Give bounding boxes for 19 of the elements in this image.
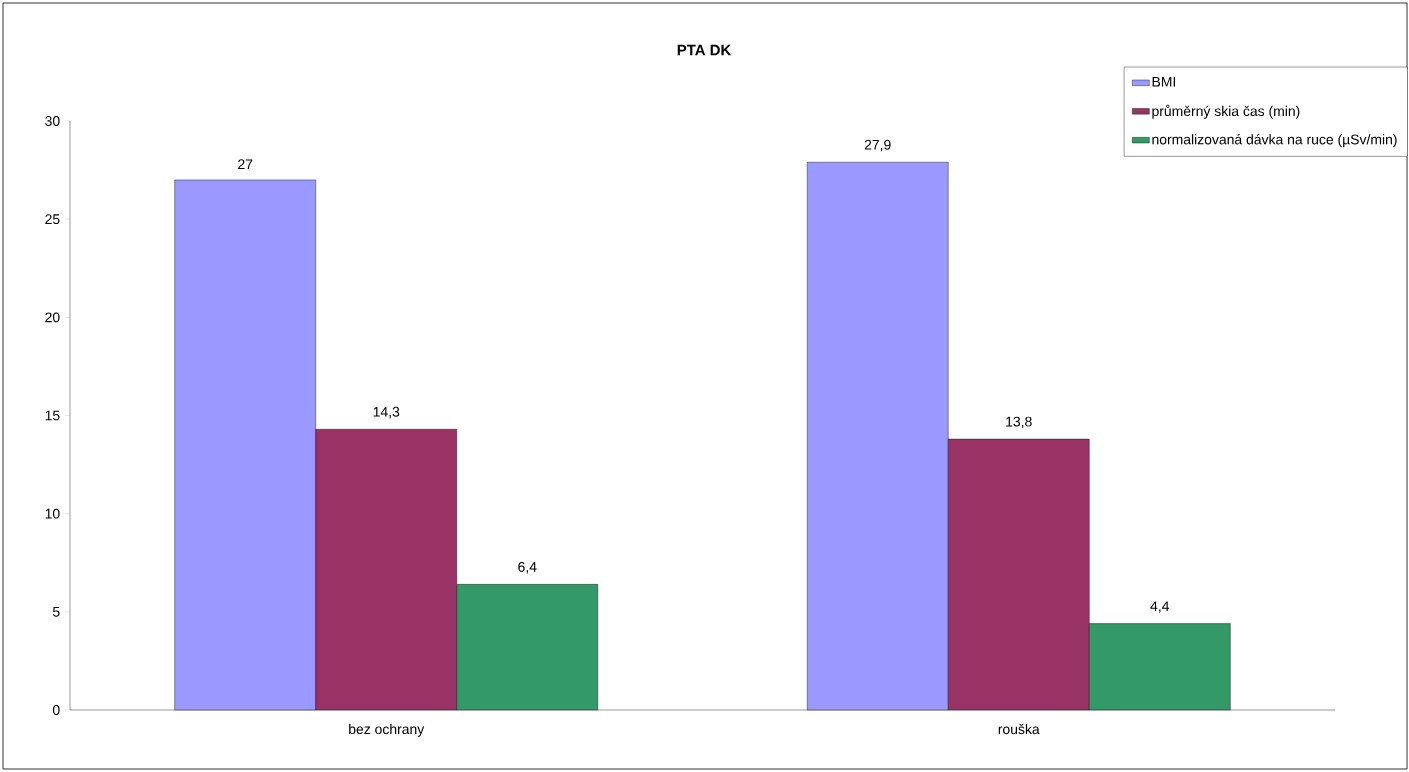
legend-label: BMI [1152, 77, 1176, 87]
y-tick-label: 25 [45, 214, 60, 225]
legend-label: normalizovaná dávka na ruce (µSv/min) [1152, 133, 1397, 148]
y-tick-label: 30 [45, 116, 60, 126]
data-label: 27 [238, 159, 253, 170]
x-tick-label: bez ochrany [349, 723, 425, 737]
y-tick-label: 10 [45, 508, 60, 519]
data-label: 14,3 [373, 406, 400, 419]
data-label: 4,4 [1150, 601, 1170, 613]
chart-title: PTA DK [677, 44, 732, 56]
y-tick-label: 20 [45, 312, 60, 323]
x-tick-label: rouška [998, 723, 1040, 735]
data-label: 13,8 [1006, 416, 1032, 429]
data-label: 27,9 [864, 139, 891, 152]
legend-label: průměrný skia čas (min) [1152, 104, 1300, 119]
y-tick-label: 15 [45, 410, 60, 421]
y-tick-label: 0 [52, 705, 60, 715]
data-label: 6,4 [518, 561, 537, 574]
y-tick-label: 5 [52, 606, 60, 617]
